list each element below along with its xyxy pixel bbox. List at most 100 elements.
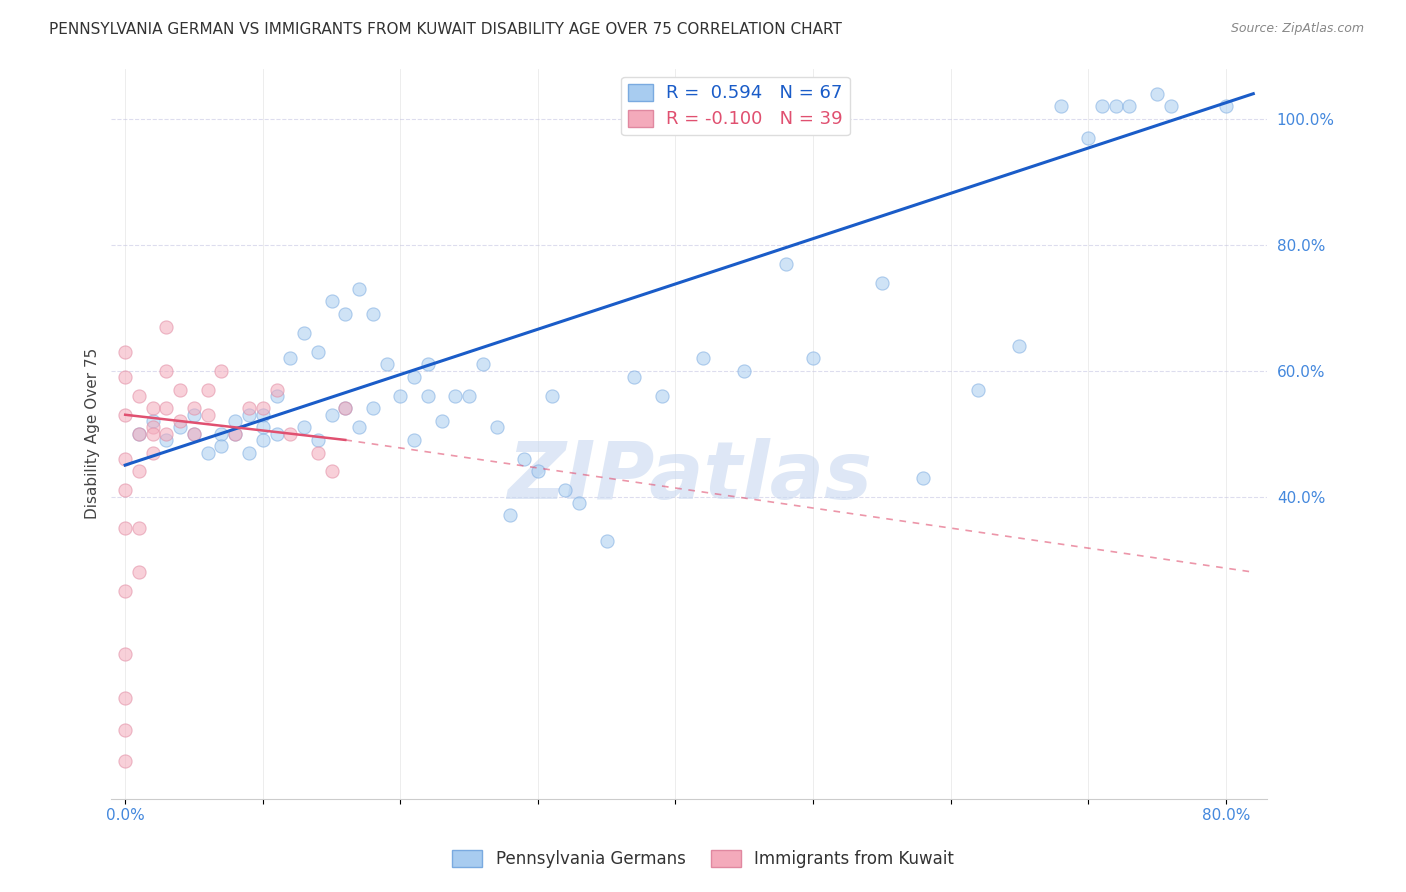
Point xyxy=(183,426,205,441)
Point xyxy=(1215,99,1237,113)
Point xyxy=(238,445,260,459)
Point xyxy=(335,401,357,416)
Point xyxy=(142,445,165,459)
Point xyxy=(183,408,205,422)
Point xyxy=(416,389,439,403)
Point xyxy=(292,326,315,340)
Point xyxy=(513,451,536,466)
Point xyxy=(114,483,136,498)
Point xyxy=(389,389,412,403)
Point xyxy=(361,401,384,416)
Point xyxy=(347,282,370,296)
Text: ZIPatlas: ZIPatlas xyxy=(506,439,872,516)
Point xyxy=(238,401,260,416)
Point xyxy=(266,389,288,403)
Point xyxy=(1091,99,1114,113)
Point xyxy=(252,420,274,434)
Point xyxy=(335,401,357,416)
Point xyxy=(128,389,150,403)
Point xyxy=(114,754,136,768)
Point xyxy=(211,439,233,453)
Point xyxy=(114,647,136,661)
Point xyxy=(912,471,935,485)
Point xyxy=(1077,130,1099,145)
Point xyxy=(801,351,824,365)
Point xyxy=(375,358,398,372)
Point xyxy=(224,426,246,441)
Point xyxy=(444,389,467,403)
Point xyxy=(775,257,797,271)
Point xyxy=(114,370,136,384)
Point xyxy=(114,691,136,706)
Point xyxy=(114,408,136,422)
Point xyxy=(321,464,343,478)
Point xyxy=(114,451,136,466)
Point xyxy=(307,433,329,447)
Point xyxy=(623,370,645,384)
Point xyxy=(142,414,165,428)
Point xyxy=(142,401,165,416)
Point xyxy=(128,426,150,441)
Point xyxy=(361,307,384,321)
Point xyxy=(967,383,990,397)
Point xyxy=(554,483,576,498)
Point xyxy=(404,370,426,384)
Point xyxy=(211,426,233,441)
Point xyxy=(1146,87,1168,101)
Point xyxy=(114,344,136,359)
Point xyxy=(321,408,343,422)
Point xyxy=(211,364,233,378)
Point xyxy=(733,364,755,378)
Point xyxy=(540,389,562,403)
Point xyxy=(485,420,508,434)
Point xyxy=(651,389,673,403)
Point xyxy=(155,401,177,416)
Point xyxy=(595,533,617,548)
Legend: R =  0.594   N = 67, R = -0.100   N = 39: R = 0.594 N = 67, R = -0.100 N = 39 xyxy=(621,77,849,135)
Point xyxy=(183,401,205,416)
Text: Source: ZipAtlas.com: Source: ZipAtlas.com xyxy=(1230,22,1364,36)
Point xyxy=(155,426,177,441)
Point xyxy=(430,414,453,428)
Point xyxy=(1049,99,1071,113)
Point xyxy=(568,496,591,510)
Point xyxy=(169,383,191,397)
Point xyxy=(870,276,893,290)
Text: PENNSYLVANIA GERMAN VS IMMIGRANTS FROM KUWAIT DISABILITY AGE OVER 75 CORRELATION: PENNSYLVANIA GERMAN VS IMMIGRANTS FROM K… xyxy=(49,22,842,37)
Point xyxy=(499,508,522,523)
Point xyxy=(197,383,219,397)
Point xyxy=(266,426,288,441)
Point xyxy=(252,401,274,416)
Point xyxy=(347,420,370,434)
Point xyxy=(128,521,150,535)
Point xyxy=(527,464,550,478)
Point xyxy=(142,420,165,434)
Point xyxy=(1118,99,1140,113)
Point xyxy=(224,414,246,428)
Point xyxy=(197,408,219,422)
Point xyxy=(416,358,439,372)
Point xyxy=(1105,99,1128,113)
Point xyxy=(307,445,329,459)
Point xyxy=(266,383,288,397)
Point xyxy=(142,426,165,441)
Point xyxy=(1008,338,1031,352)
Point xyxy=(114,723,136,737)
Point xyxy=(278,351,301,365)
Point xyxy=(155,319,177,334)
Point xyxy=(692,351,714,365)
Point xyxy=(458,389,481,403)
Point xyxy=(252,433,274,447)
Point xyxy=(1160,99,1182,113)
Point xyxy=(404,433,426,447)
Point xyxy=(169,420,191,434)
Point xyxy=(471,358,494,372)
Point xyxy=(128,565,150,579)
Point xyxy=(224,426,246,441)
Point xyxy=(114,584,136,599)
Point xyxy=(128,464,150,478)
Point xyxy=(307,344,329,359)
Point xyxy=(128,426,150,441)
Point xyxy=(238,408,260,422)
Point xyxy=(183,426,205,441)
